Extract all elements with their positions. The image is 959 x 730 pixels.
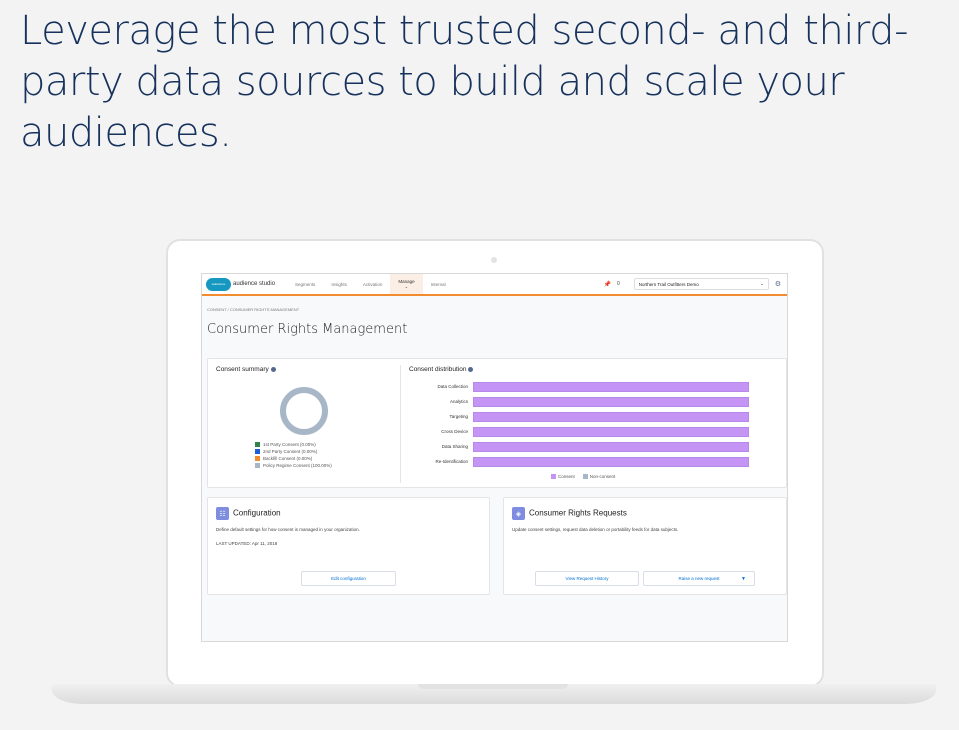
org-selector[interactable]: Northern Trail Outfitters Demo ⌄ bbox=[633, 278, 769, 290]
consent-summary-title: Consent summary bbox=[216, 366, 276, 373]
requests-card: ◈ Consumer Rights Requests Update consent… bbox=[503, 497, 787, 595]
raise-new-request-label: Raise a new request bbox=[678, 576, 720, 581]
requests-description: Update consent settings, request data de… bbox=[512, 527, 679, 532]
configuration-description: Define default settings for how consent … bbox=[216, 527, 360, 532]
donut-ring bbox=[280, 387, 328, 435]
legend-label: Consent bbox=[558, 474, 575, 479]
chart-legend: Consent Non-consent bbox=[551, 474, 615, 479]
chevron-down-icon: ⌄ bbox=[759, 281, 764, 286]
legend-item: 2nd Party Consent (0.00%) bbox=[255, 448, 332, 455]
chart-legend-item: Non-consent bbox=[582, 474, 616, 479]
sliders-icon: ☷ bbox=[216, 507, 229, 520]
legend-label: Policy Regime Consent (100.00%) bbox=[263, 463, 332, 468]
caret-down-icon[interactable]: ▼ bbox=[741, 575, 746, 582]
nav-segments[interactable]: Segments bbox=[295, 281, 316, 287]
org-name: Northern Trail Outfitters Demo bbox=[638, 281, 699, 287]
chevron-down-icon: ⌄ bbox=[404, 284, 409, 289]
bar-consent[interactable] bbox=[473, 442, 749, 452]
legend-swatch bbox=[255, 456, 260, 461]
nav-insights[interactable]: Insights bbox=[331, 281, 347, 287]
gear-icon[interactable]: ⚙ bbox=[774, 281, 781, 288]
last-updated: LAST UPDATED: Apr 11, 2018 bbox=[216, 541, 278, 546]
divider bbox=[400, 365, 401, 483]
bar-label: Cross Device bbox=[441, 429, 468, 434]
consent-donut bbox=[280, 387, 328, 435]
legend-label: 1st Party Consent (0.00%) bbox=[263, 442, 316, 447]
notification-count: 0 bbox=[616, 281, 620, 287]
bar-label: Analytics bbox=[449, 399, 468, 404]
bar-label: Re-Identification bbox=[435, 459, 468, 464]
info-icon[interactable] bbox=[270, 366, 276, 372]
pin-icon[interactable]: 📌 bbox=[603, 281, 611, 288]
nav-manage-label: Manage bbox=[398, 279, 415, 284]
edit-configuration-button[interactable]: Edit configuration bbox=[301, 571, 396, 586]
summary-legend: 1st Party Consent (0.00%) 2nd Party Conse… bbox=[255, 441, 332, 469]
bar-consent[interactable] bbox=[473, 382, 749, 392]
camera bbox=[491, 257, 497, 263]
bar-label: Data Sharing bbox=[441, 444, 468, 449]
info-icon[interactable] bbox=[468, 366, 474, 372]
brand-name: audience studio bbox=[233, 281, 276, 287]
legend-swatch bbox=[551, 474, 556, 479]
legend-label: 2nd Party Consent (0.00%) bbox=[263, 449, 318, 454]
consent-card: Consent summary 1st Party Consent (0.00%… bbox=[207, 358, 787, 488]
salesforce-logo[interactable]: salesforce bbox=[206, 277, 231, 291]
bar-consent[interactable] bbox=[473, 412, 749, 422]
bar-consent[interactable] bbox=[473, 457, 749, 467]
chart-legend-item: Consent bbox=[551, 474, 575, 479]
legend-label: Non-consent bbox=[589, 474, 616, 479]
headline: Leverage the most trusted second- and th… bbox=[20, 8, 909, 156]
laptop-notch bbox=[418, 684, 568, 689]
page-title: Consumer Rights Management bbox=[207, 322, 408, 337]
legend-item: Policy Regime Consent (100.00%) bbox=[255, 462, 332, 469]
nav-internal[interactable]: Internal bbox=[430, 281, 446, 287]
bar-consent[interactable] bbox=[473, 427, 749, 437]
legend-item: Backfill Consent (0.00%) bbox=[255, 455, 332, 462]
app-screen: salesforce audience studio Segments Insi… bbox=[201, 273, 788, 642]
nav-activation[interactable]: Activation bbox=[362, 281, 383, 287]
bar-consent[interactable] bbox=[473, 397, 749, 407]
legend-swatch bbox=[582, 474, 588, 479]
legend-swatch bbox=[255, 442, 260, 447]
view-request-history-button[interactable]: View Request History bbox=[535, 571, 639, 586]
legend-swatch bbox=[255, 463, 260, 468]
bar-label: Targeting bbox=[449, 414, 468, 419]
configuration-title: ☷ Configuration bbox=[216, 507, 281, 520]
requests-title: ◈ Consumer Rights Requests bbox=[512, 507, 627, 520]
shield-icon: ◈ bbox=[512, 507, 525, 520]
top-nav: salesforce audience studio Segments Insi… bbox=[202, 274, 787, 296]
laptop-base bbox=[52, 684, 936, 704]
raise-new-request-button[interactable]: Raise a new request ▼ bbox=[643, 571, 755, 586]
nav-manage[interactable]: Manage ⌄ bbox=[390, 274, 423, 294]
legend-label: Backfill Consent (0.00%) bbox=[263, 456, 313, 461]
legend-swatch bbox=[255, 449, 260, 454]
legend-item: 1st Party Consent (0.00%) bbox=[255, 441, 332, 448]
configuration-card: ☷ Configuration Define default settings f… bbox=[207, 497, 490, 595]
consent-distribution-chart: Data Collection Analytics Targeting Cross D… bbox=[411, 359, 781, 489]
consent-distribution-title: Consent distribution bbox=[409, 366, 474, 373]
breadcrumb[interactable]: CONSENT / CONSUMER RIGHTS MANAGEMENT bbox=[207, 307, 300, 312]
bar-label: Data Collection bbox=[437, 384, 468, 389]
